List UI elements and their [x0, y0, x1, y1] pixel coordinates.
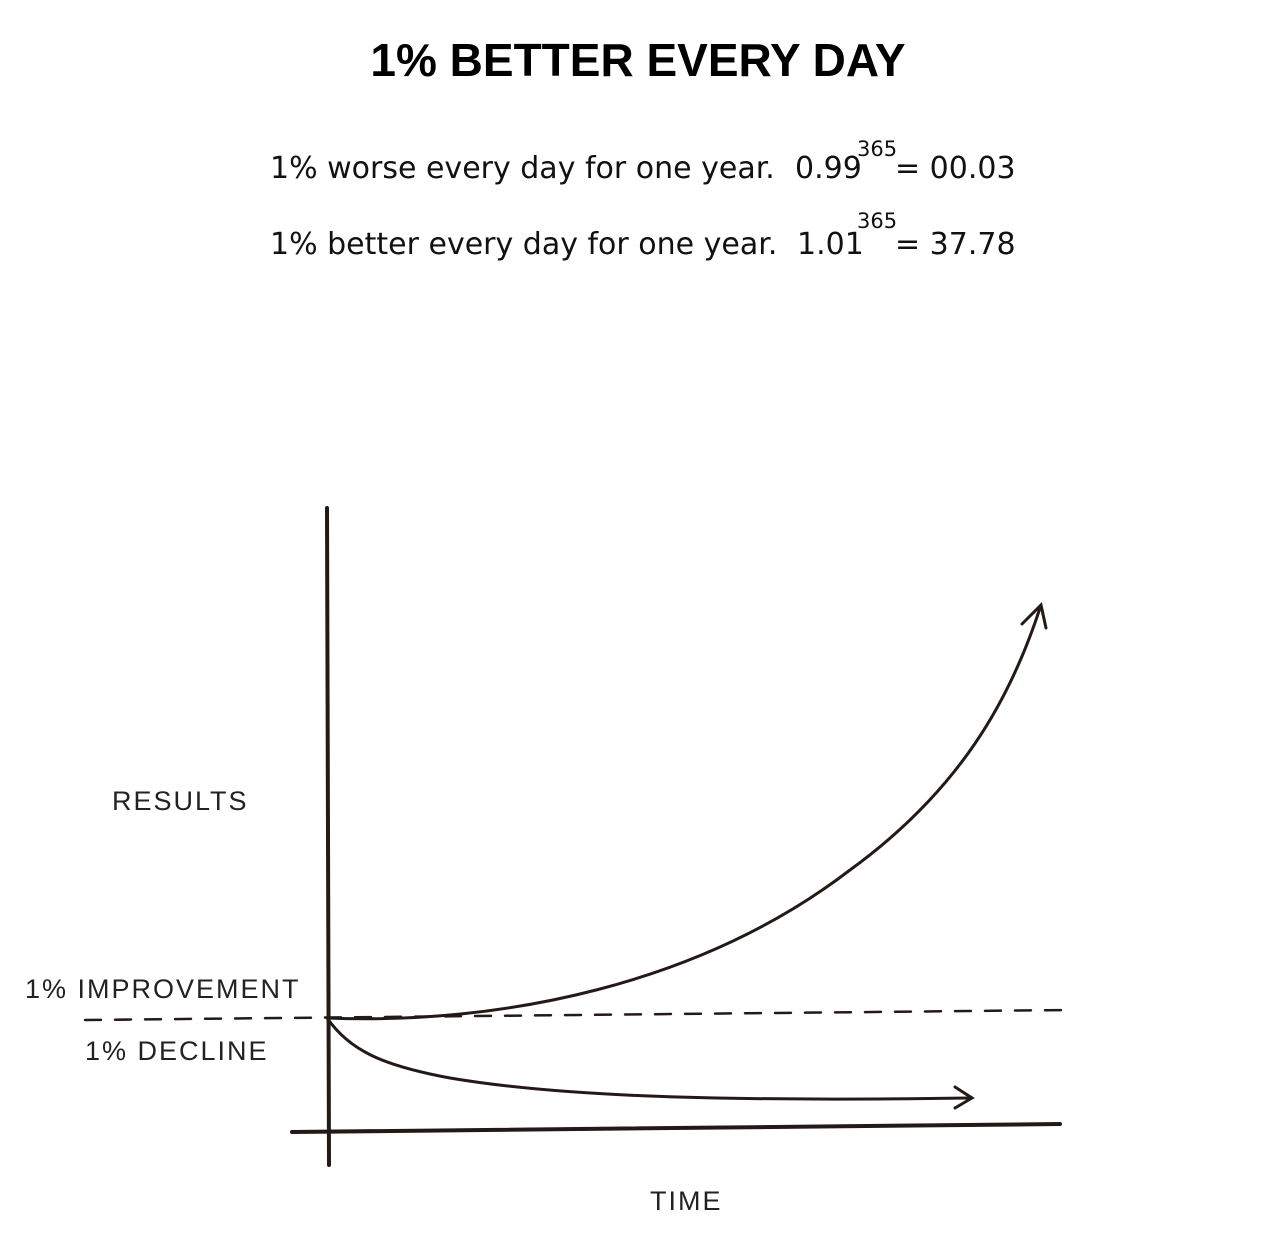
decline-label: 1% DECLINE: [85, 1036, 269, 1066]
equation-base: 0.99: [795, 151, 862, 186]
baseline: [83, 1008, 1070, 1022]
x-axis-label: TIME: [650, 1186, 723, 1216]
title: 1% BETTER EVERY DAY: [370, 34, 905, 86]
equation-result: = 00.03: [895, 151, 1016, 186]
graph: RESULTS 1% IMPROVEMENT 1% DECLINE TIME: [25, 506, 1070, 1216]
decline-curve: [325, 1016, 972, 1101]
y-axis: [325, 506, 331, 1167]
arrowhead: [953, 1085, 975, 1110]
improvement-curve: [325, 606, 1042, 1021]
y-axis-label: RESULTS: [112, 786, 249, 816]
equation-text: 1% worse every day for one year.: [270, 151, 775, 186]
equation-base: 1.01: [797, 227, 864, 262]
x-axis: [290, 1122, 1062, 1134]
improvement-label: 1% IMPROVEMENT: [25, 974, 301, 1004]
equation-exponent: 365: [857, 209, 897, 233]
arrowhead: [1020, 601, 1048, 630]
equation-exponent: 365: [857, 137, 897, 161]
equation-text: 1% better every day for one year.: [270, 227, 777, 262]
equation-result: = 37.78: [895, 227, 1016, 262]
